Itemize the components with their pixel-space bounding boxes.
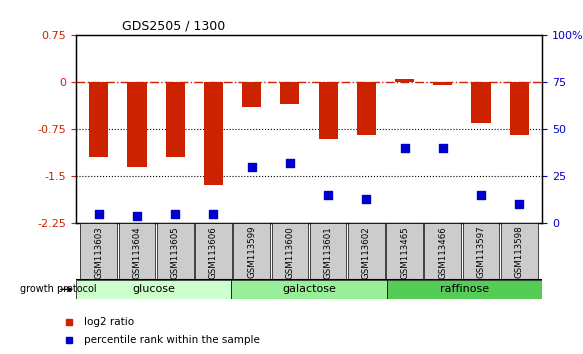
Point [247, 164, 257, 170]
FancyBboxPatch shape [80, 223, 117, 280]
Text: GSM113598: GSM113598 [515, 226, 524, 279]
Text: growth protocol: growth protocol [20, 284, 96, 295]
Text: GSM113602: GSM113602 [362, 226, 371, 279]
Point [361, 196, 371, 201]
FancyBboxPatch shape [463, 223, 500, 280]
Text: glucose: glucose [132, 284, 175, 295]
Text: percentile rank within the sample: percentile rank within the sample [84, 335, 260, 345]
Point [324, 192, 333, 198]
Bar [510, 82, 529, 136]
Text: log2 ratio: log2 ratio [84, 317, 134, 327]
Text: GSM113606: GSM113606 [209, 226, 218, 279]
Text: GSM113465: GSM113465 [400, 226, 409, 279]
FancyBboxPatch shape [195, 223, 232, 280]
FancyBboxPatch shape [348, 223, 385, 280]
Text: GDS2505 / 1300: GDS2505 / 1300 [122, 20, 226, 33]
Point [476, 192, 486, 198]
Point [94, 211, 103, 216]
Bar [242, 82, 261, 107]
Point [515, 201, 524, 207]
FancyBboxPatch shape [386, 223, 423, 280]
Bar [89, 82, 108, 157]
FancyBboxPatch shape [387, 280, 542, 299]
Bar [128, 82, 146, 167]
Bar [204, 82, 223, 185]
FancyBboxPatch shape [118, 223, 155, 280]
FancyBboxPatch shape [424, 223, 461, 280]
FancyBboxPatch shape [157, 223, 194, 280]
Text: raffinose: raffinose [440, 284, 489, 295]
FancyBboxPatch shape [231, 280, 387, 299]
Bar [318, 82, 338, 138]
Point [170, 211, 180, 216]
Bar [472, 82, 490, 123]
Text: GSM113601: GSM113601 [324, 226, 333, 279]
Point [400, 145, 409, 151]
Bar [280, 82, 300, 104]
Bar [357, 82, 376, 136]
Text: GSM113604: GSM113604 [132, 226, 142, 279]
Text: GSM113597: GSM113597 [476, 226, 486, 279]
Bar [433, 82, 452, 85]
FancyBboxPatch shape [76, 280, 231, 299]
Bar [395, 79, 414, 82]
Point [209, 211, 218, 216]
FancyBboxPatch shape [272, 223, 308, 280]
Bar [166, 82, 185, 157]
Point [132, 213, 142, 218]
Point [285, 160, 294, 166]
FancyBboxPatch shape [501, 223, 538, 280]
Text: GSM113603: GSM113603 [94, 226, 103, 279]
FancyBboxPatch shape [310, 223, 346, 280]
Point [438, 145, 448, 151]
FancyBboxPatch shape [233, 223, 270, 280]
Text: GSM113599: GSM113599 [247, 226, 256, 278]
Text: GSM113466: GSM113466 [438, 226, 447, 279]
Text: GSM113600: GSM113600 [285, 226, 294, 279]
Text: GSM113605: GSM113605 [171, 226, 180, 279]
Text: galactose: galactose [282, 284, 336, 295]
